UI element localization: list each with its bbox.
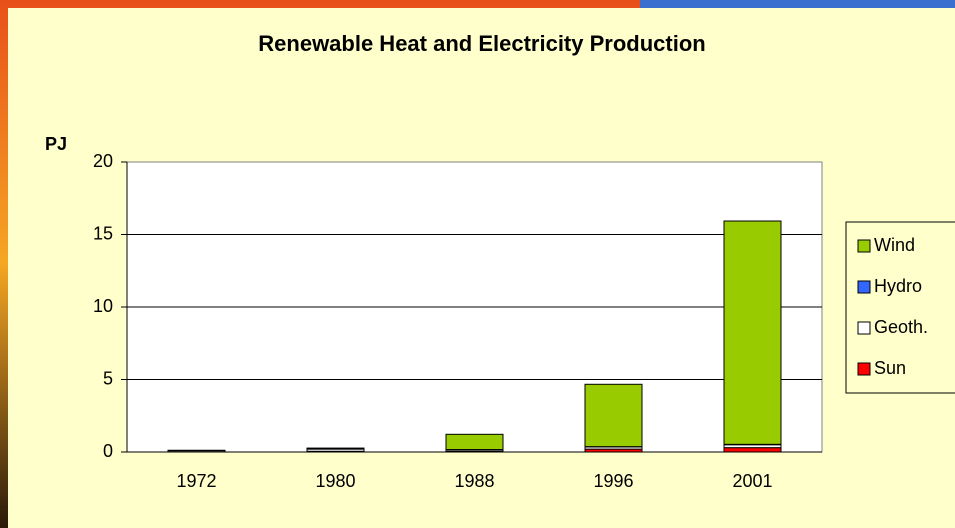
legend-swatch <box>857 239 871 253</box>
x-tick-label: 1996 <box>593 471 633 491</box>
y-tick-label: 15 <box>93 223 113 243</box>
legend-label: Wind <box>874 235 915 255</box>
x-tick-label: 2001 <box>732 471 772 491</box>
y-tick-label: 10 <box>93 296 113 316</box>
legend-swatch <box>857 362 871 376</box>
x-tick-label: 1980 <box>315 471 355 491</box>
x-tick-label: 1988 <box>454 471 494 491</box>
bar-segment <box>306 447 365 450</box>
bar-segment <box>445 433 504 451</box>
y-tick-label: 0 <box>103 441 113 461</box>
y-axis-label: PJ <box>45 134 67 154</box>
legend-swatch <box>857 280 871 294</box>
bar-segment <box>723 220 782 445</box>
legend-label: Geoth. <box>874 317 928 337</box>
legend-label: Sun <box>874 358 906 378</box>
legend-swatch <box>857 321 871 335</box>
y-tick-label: 20 <box>93 151 113 171</box>
y-tick-label: 5 <box>103 368 113 388</box>
bar-segment <box>723 447 782 453</box>
top-strip <box>640 0 955 8</box>
legend-label: Hydro <box>874 276 922 296</box>
x-tick-label: 1972 <box>176 471 216 491</box>
bar-segment <box>584 383 643 448</box>
chart-title: Renewable Heat and Electricity Productio… <box>258 31 705 56</box>
